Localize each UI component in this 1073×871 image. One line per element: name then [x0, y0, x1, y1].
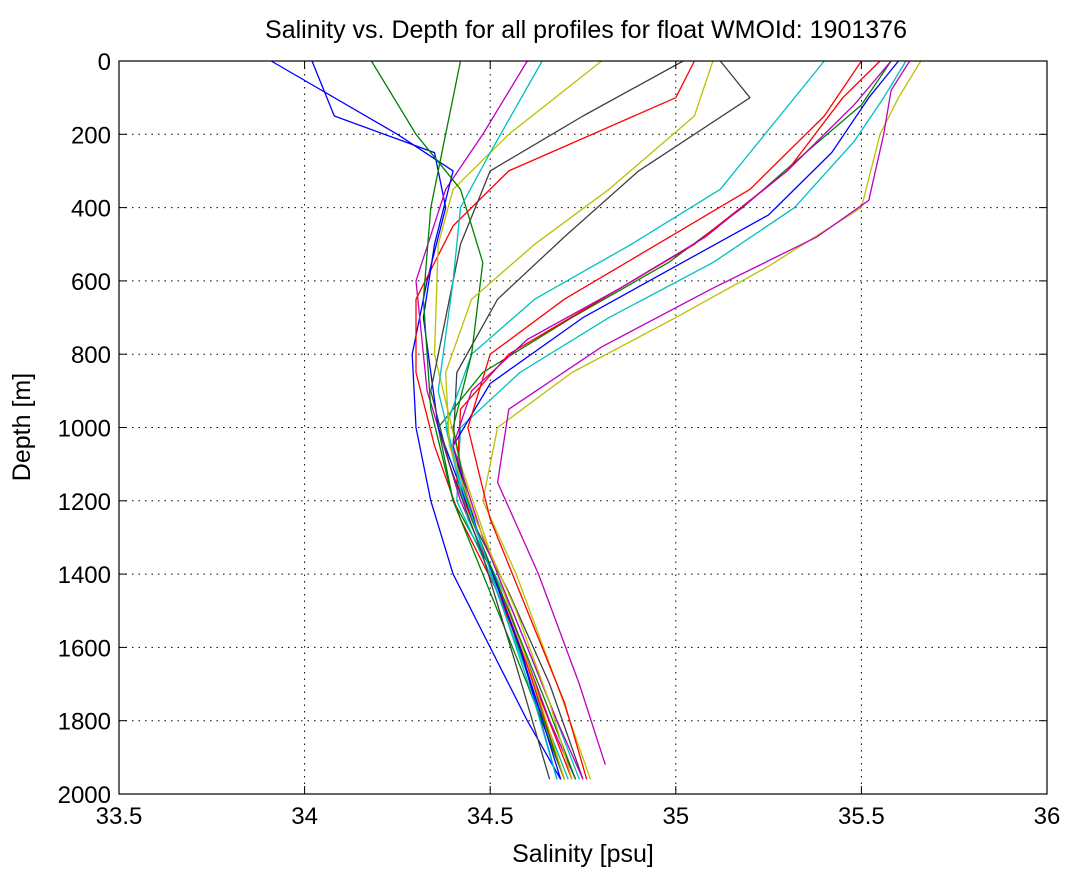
x-tick-label: 35.5: [838, 803, 885, 830]
x-tick-label: 35: [662, 803, 689, 830]
y-axis-label: Depth [m]: [8, 373, 36, 481]
y-tick-label: 1000: [58, 416, 111, 443]
grid-lines: [119, 61, 1047, 794]
profile-line: [415, 60, 695, 780]
x-tick-label: 33.5: [96, 803, 143, 830]
y-tick-label: 2000: [58, 782, 111, 809]
profile-line: [370, 60, 577, 780]
profile-line: [452, 60, 751, 780]
x-tick-label: 36: [1034, 803, 1061, 830]
profile-line: [415, 60, 577, 780]
profile-line: [445, 60, 714, 780]
axis-ticks: 33.5 34 34.5 35 35.5 36 0 200 400 600 800 1000 1200 1…: [58, 49, 1061, 830]
profile-line: [437, 60, 892, 780]
y-tick-label: 400: [71, 196, 111, 223]
y-tick-label: 200: [71, 122, 111, 149]
x-axis-label: Salinity [psu]: [512, 840, 654, 868]
profile-line: [452, 60, 892, 780]
y-tick-label: 1600: [58, 635, 111, 662]
profile-line: [456, 60, 881, 780]
profile-line: [496, 60, 911, 765]
y-tick-label: 1400: [58, 562, 111, 589]
profile-line: [482, 60, 922, 780]
profile-line: [437, 60, 558, 780]
y-tick-label: 800: [71, 342, 111, 369]
y-tick-label: 1800: [58, 709, 111, 736]
y-tick-label: 0: [98, 49, 111, 76]
profile-line: [452, 60, 900, 780]
x-tick-label: 34: [291, 803, 318, 830]
profile-line: [422, 60, 566, 780]
plot-frame: [118, 60, 1048, 795]
profile-line: [467, 60, 862, 780]
x-tick-label: 34.5: [467, 803, 514, 830]
y-tick-label: 600: [71, 269, 111, 296]
chart-title: Salinity vs. Depth for all profiles for …: [265, 16, 907, 44]
series-layer: [270, 60, 922, 780]
profile-line: [430, 60, 684, 780]
y-tick-label: 1200: [58, 489, 111, 516]
profile-line: [311, 60, 562, 780]
